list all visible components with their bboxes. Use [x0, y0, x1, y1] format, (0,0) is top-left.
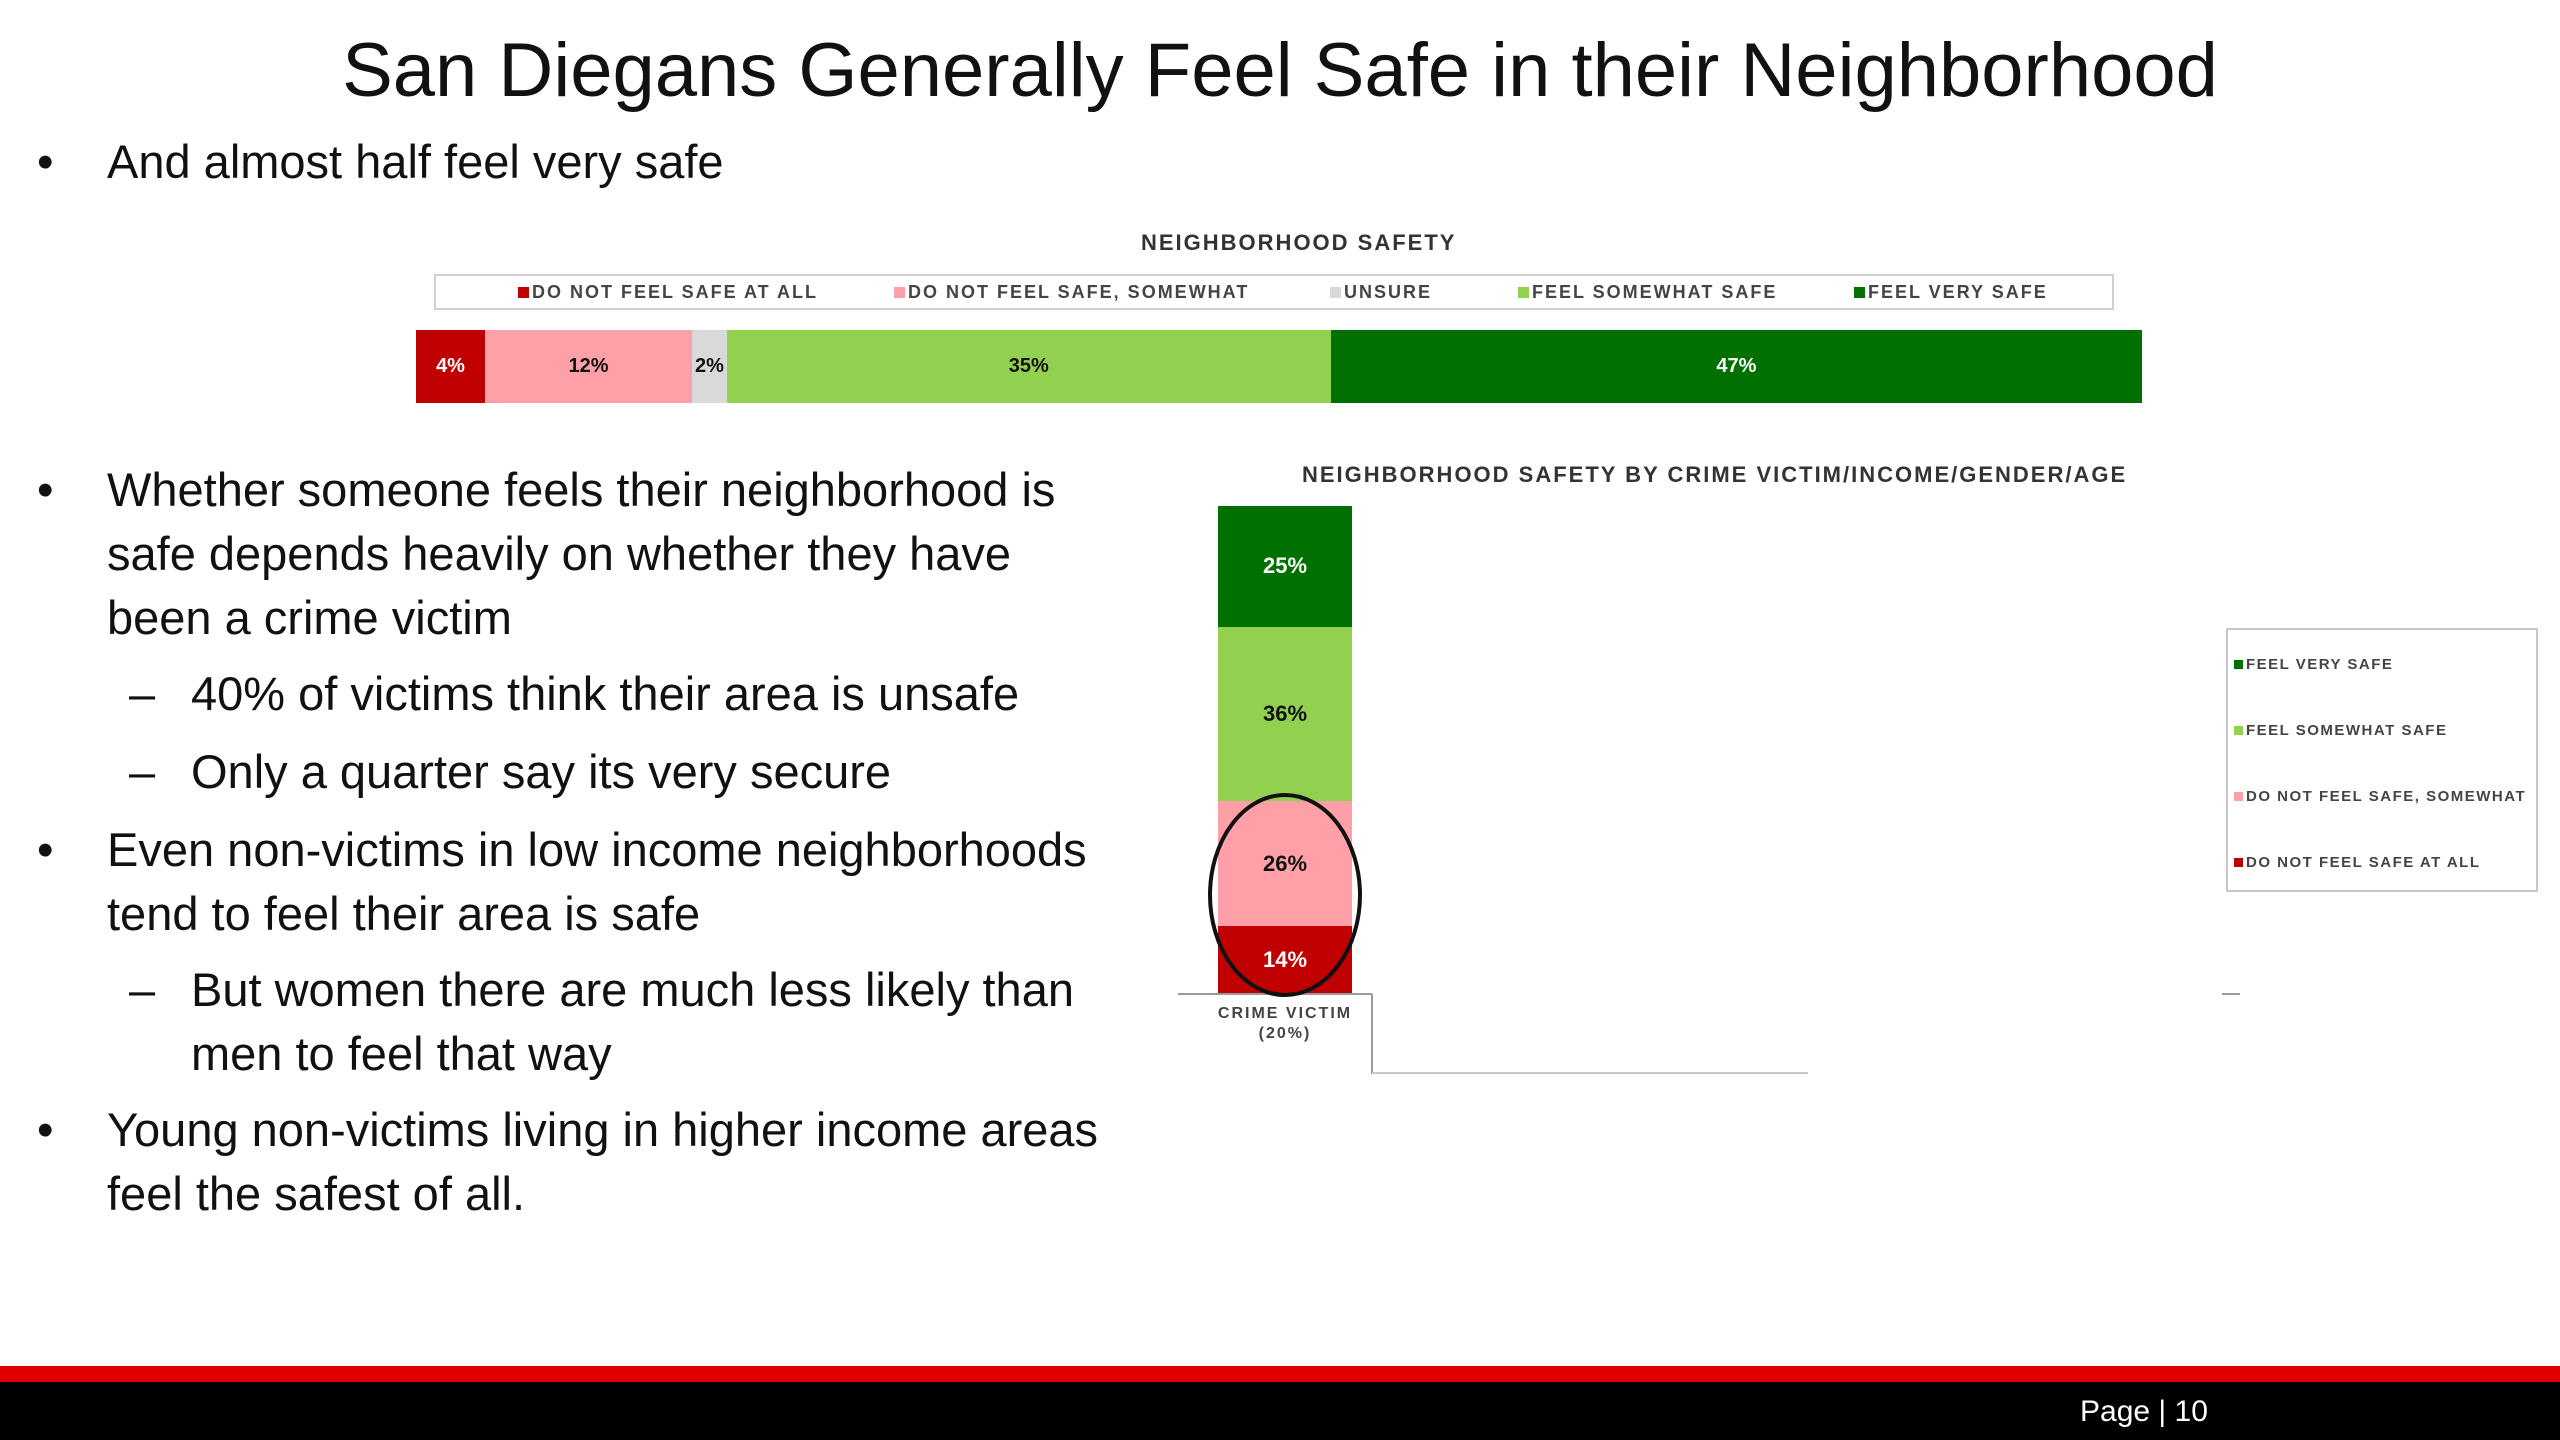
legend-item: FEEL VERY SAFE: [2234, 656, 2393, 673]
legend-item: FEEL SOMEWHAT SAFE: [2234, 722, 2447, 739]
footer-red-stripe: [0, 1366, 2560, 1382]
bullet-line: Whether someone feels their neighborhood…: [107, 463, 1056, 516]
legend-label: UNSURE: [1344, 282, 1433, 302]
legend-label: FEEL VERY SAFE: [2246, 656, 2394, 673]
sub-bullet-point: – Only a quarter say its very secure: [129, 740, 892, 804]
sub-bullet-line: men to feel that way: [191, 1027, 612, 1080]
bullet-point: • Young non-victims living in higher inc…: [37, 1098, 1099, 1226]
data-label: 36%: [1262, 700, 1308, 726]
legend-swatch: [1854, 287, 1865, 298]
category-line: (20%): [1258, 1025, 1312, 1042]
data-label: 35%: [1008, 355, 1049, 377]
bullet-line: feel the safest of all.: [107, 1167, 526, 1220]
legend-label: DO NOT FEEL SAFE AT ALL: [532, 282, 818, 302]
bullet-mark: •: [37, 1103, 54, 1156]
slide-title: San Diegans Generally Feel Safe in their…: [342, 28, 2218, 113]
legend-swatch: [518, 287, 529, 298]
sub-bullet-mark: –: [129, 667, 156, 720]
category-line: CRIME VICTIM: [1217, 1005, 1353, 1022]
victim-chart-title: NEIGHBORHOOD SAFETY BY CRIME VICTIM/INCO…: [1302, 462, 2128, 487]
data-label: 26%: [1262, 850, 1308, 876]
bar-segment: 14%: [1218, 926, 1352, 994]
legend-label: FEEL SOMEWHAT SAFE: [1532, 282, 1778, 302]
legend-item: FEEL VERY SAFE: [1854, 282, 2048, 303]
bullet-point: • Even non-victims in low income neighbo…: [37, 818, 1087, 946]
legend-swatch: [2234, 792, 2243, 801]
data-label: 12%: [568, 355, 609, 377]
page-number: Page | 10: [2080, 1395, 2208, 1428]
legend-label: FEEL SOMEWHAT SAFE: [2246, 722, 2448, 739]
data-label: 25%: [1262, 553, 1308, 579]
bar-segment: 4%: [416, 330, 486, 403]
bullet-line: tend to feel their area is safe: [107, 887, 701, 940]
bullet-point: • And almost half feel very safe: [37, 130, 724, 194]
bullet-line: safe depends heavily on whether they hav…: [107, 527, 1012, 580]
bar-segment: 2%: [692, 330, 727, 403]
top-chart-legend: DO NOT FEEL SAFE AT ALL DO NOT FEEL SAFE,…: [434, 274, 2114, 310]
sub-bullet-mark: –: [129, 963, 156, 1016]
sub-bullet-point: – But women there are much less likely t…: [129, 958, 1074, 1086]
data-label: 2%: [694, 355, 724, 377]
bullet-mark: •: [37, 463, 54, 516]
bar-segment: 26%: [1218, 800, 1352, 927]
legend-item: DO NOT FEEL SAFE AT ALL: [518, 282, 818, 303]
data-label: 14%: [1262, 947, 1308, 973]
legend-swatch: [894, 287, 905, 298]
bar-segment: 35%: [726, 330, 1331, 403]
legend-label: DO NOT FEEL SAFE, SOMEWHAT: [2246, 788, 2527, 805]
sub-bullet-point: – 40% of victims think their area is uns…: [129, 662, 1020, 726]
victim-chart-legend: FEEL VERY SAFE FEEL SOMEWHAT SAFE DO NOT F…: [2226, 628, 2538, 892]
legend-label: DO NOT FEEL SAFE AT ALL: [2246, 854, 2481, 871]
bullet-line: Young non-victims living in higher incom…: [107, 1103, 1099, 1156]
legend-label: FEEL VERY SAFE: [1868, 282, 2048, 302]
top-chart-title: NEIGHBORHOOD SAFETY: [1141, 230, 1457, 255]
victim-stacked-bar: 14% 26% 36% 25%: [1218, 506, 1352, 994]
legend-item: FEEL SOMEWHAT SAFE: [1518, 282, 1777, 303]
bar-segment: 12%: [485, 330, 693, 403]
legend-label: DO NOT FEEL SAFE, SOMEWHAT: [908, 282, 1250, 302]
bullet-mark: •: [37, 135, 54, 188]
bar-segment: 36%: [1218, 626, 1352, 801]
sub-bullet-line: But women there are much less likely tha…: [191, 963, 1074, 1016]
legend-item: UNSURE: [1330, 282, 1432, 303]
bullet-line: been a crime victim: [107, 591, 512, 644]
legend-swatch: [1330, 287, 1341, 298]
legend-swatch: [2234, 660, 2243, 669]
bullet-line: Even non-victims in low income neighborh…: [107, 823, 1087, 876]
bar-segment: 25%: [1218, 506, 1352, 627]
data-label: 4%: [436, 355, 465, 377]
data-label: 47%: [1716, 355, 1757, 377]
legend-item: DO NOT FEEL SAFE AT ALL: [2234, 854, 2481, 871]
top-stacked-bar: 4% 12% 2% 35% 47%: [416, 330, 2142, 403]
legend-swatch: [1518, 287, 1529, 298]
bullet-point: • Whether someone feels their neighborho…: [37, 458, 1056, 650]
bar-segment: 47%: [1330, 330, 2142, 403]
legend-swatch: [2234, 858, 2243, 867]
sub-bullet-mark: –: [129, 745, 156, 798]
legend-item: DO NOT FEEL SAFE, SOMEWHAT: [2234, 788, 2526, 805]
victim-category-label: CRIME VICTIM (20%): [1195, 1004, 1375, 1044]
legend-item: DO NOT FEEL SAFE, SOMEWHAT: [894, 282, 1249, 303]
legend-swatch: [2234, 726, 2243, 735]
footer-bar: [0, 1382, 2560, 1440]
bullet-mark: •: [37, 823, 54, 876]
bullet-text: And almost half feel very safe: [107, 135, 724, 188]
sub-bullet-text: 40% of victims think their area is unsaf…: [191, 667, 1020, 720]
sub-bullet-text: Only a quarter say its very secure: [191, 745, 892, 798]
